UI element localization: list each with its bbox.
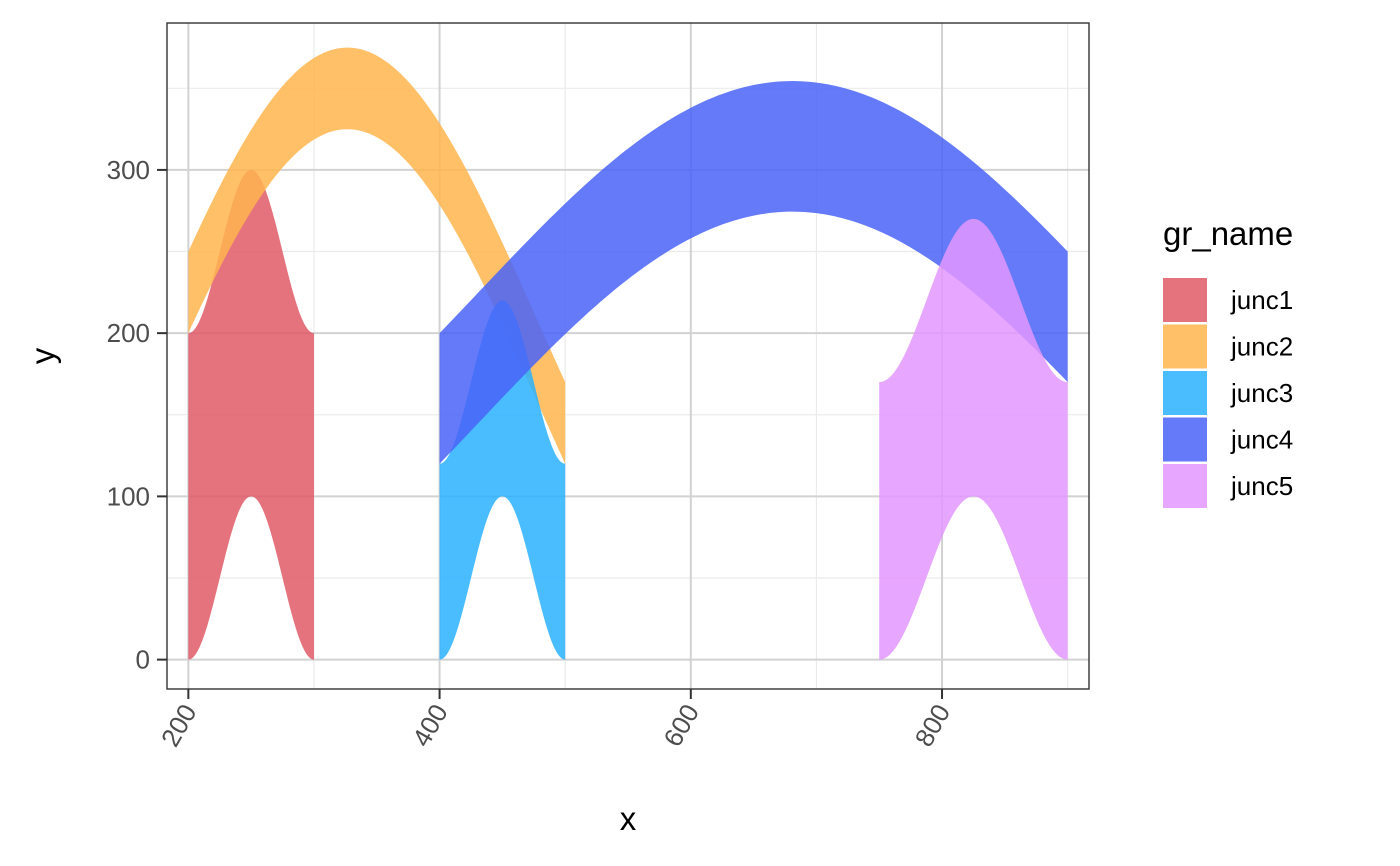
legend-label-junc4: junc4 (1230, 425, 1293, 455)
legend-title: gr_name (1163, 215, 1293, 252)
legend-key-junc3 (1163, 371, 1207, 415)
legend-key-junc5 (1163, 464, 1207, 508)
y-axis-title: y (24, 347, 61, 364)
legend-key-junc2 (1163, 324, 1207, 369)
y-tick-label: 0 (136, 645, 150, 675)
legend-label-junc5: junc5 (1230, 471, 1293, 501)
plot-panel-border (166, 22, 1090, 690)
ribbon-junc4 (439, 81, 1068, 464)
ribbon-junc5 (879, 218, 1068, 660)
legend-items: junc1 junc2 junc3 junc4 junc5 (1163, 278, 1293, 508)
x-axis-title: x (620, 800, 637, 837)
legend-label-junc1: junc1 (1230, 285, 1293, 315)
legend: gr_name junc1 junc2 junc3 junc4 junc5 (1163, 215, 1293, 508)
legend-label-junc3: junc3 (1230, 378, 1293, 408)
y-tick-labels: 0 100 200 300 (107, 155, 150, 675)
ribbons (188, 47, 1068, 660)
legend-label-junc2: junc2 (1230, 332, 1293, 362)
ribbon-junc2 (188, 47, 566, 464)
ribbon-junc1 (188, 169, 314, 660)
y-tick-label: 200 (107, 318, 150, 348)
y-tick-label: 100 (107, 481, 150, 511)
axis-ticks (157, 168, 944, 699)
legend-key-junc4 (1163, 417, 1207, 462)
legend-key-junc1 (1163, 278, 1207, 322)
plot-area (166, 22, 1090, 690)
y-tick-label: 300 (107, 155, 150, 185)
